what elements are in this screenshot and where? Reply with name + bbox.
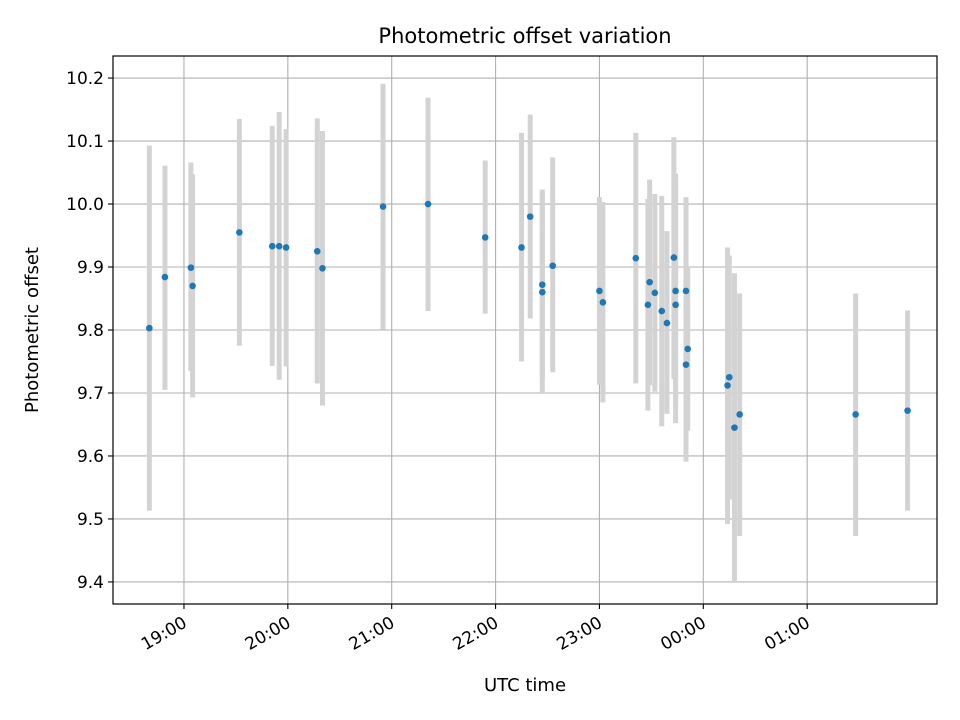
y-axis-label: Photometric offset	[22, 247, 43, 413]
data-point	[282, 244, 290, 251]
y-tick-label: 10.2	[66, 69, 104, 89]
data-point	[275, 242, 283, 250]
data-point	[644, 301, 652, 309]
data-point	[379, 203, 387, 210]
data-point	[146, 324, 153, 332]
y-tick-label: 10.1	[66, 132, 104, 152]
data-point	[549, 262, 556, 270]
data-point	[904, 407, 911, 414]
data-point	[518, 244, 525, 251]
data-point	[632, 254, 640, 262]
data-point	[731, 424, 738, 431]
data-points	[146, 200, 911, 431]
data-point	[187, 264, 195, 271]
data-point	[684, 345, 692, 353]
data-point	[682, 287, 690, 295]
data-point	[539, 281, 546, 288]
data-point	[319, 264, 326, 272]
y-tick-label: 9.7	[77, 384, 104, 404]
data-point	[724, 382, 731, 389]
data-point	[646, 278, 653, 286]
data-point	[161, 273, 169, 281]
data-point	[313, 247, 321, 255]
data-point	[599, 298, 607, 306]
data-point	[672, 287, 679, 295]
data-point	[852, 411, 859, 418]
y-axis-ticks: 9.4 9.5 9.6 9.7 9.8 9.9 10.0 10.1 10.2	[66, 69, 113, 593]
y-tick-label: 9.5	[77, 510, 104, 530]
data-point	[539, 288, 546, 296]
data-point	[725, 373, 733, 381]
data-point	[481, 234, 489, 241]
y-tick-label: 10.0	[66, 195, 104, 215]
data-point	[236, 229, 243, 236]
data-point	[268, 242, 276, 250]
data-point	[424, 200, 432, 208]
data-point	[682, 361, 690, 368]
chart-title: Photometric offset variation	[378, 24, 671, 48]
data-point	[189, 282, 196, 290]
data-point	[670, 254, 678, 261]
y-tick-label: 9.8	[77, 321, 104, 341]
data-point	[658, 307, 666, 315]
data-point	[526, 213, 534, 220]
data-point	[672, 301, 679, 309]
data-point	[596, 287, 603, 295]
y-tick-label: 9.6	[77, 447, 104, 467]
data-point	[663, 319, 671, 327]
x-axis-label: UTC time	[484, 675, 566, 696]
data-point	[651, 289, 659, 297]
y-tick-label: 9.4	[77, 573, 104, 593]
y-tick-label: 9.9	[77, 258, 104, 278]
data-point	[736, 411, 743, 418]
